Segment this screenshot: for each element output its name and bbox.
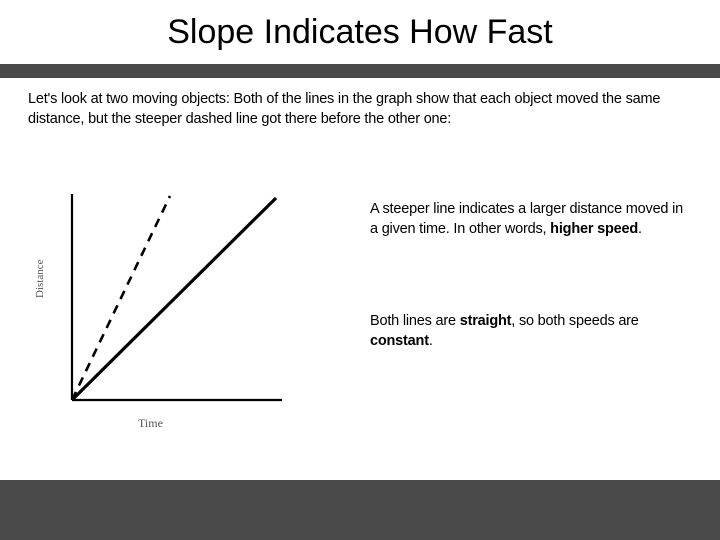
side-paragraph-2: Both lines are straight, so both speeds … — [370, 312, 688, 351]
intro-paragraph: Let's look at two moving objects: Both o… — [28, 90, 692, 129]
y-axis-label: Distance — [34, 260, 46, 298]
series-solid-line — [72, 198, 276, 400]
chart-svg — [60, 190, 290, 412]
series-dashed-line — [72, 196, 170, 400]
side2-part-e: . — [429, 333, 433, 349]
side2-part-b: straight — [460, 313, 512, 329]
side1-part-b: higher speed — [550, 221, 638, 237]
side2-part-a: Both lines are — [370, 313, 460, 329]
side2-part-c: , so both speeds are — [511, 313, 638, 329]
slide-title: Slope Indicates How Fast — [167, 13, 553, 52]
side-paragraph-1: A steeper line indicates a larger distan… — [370, 200, 688, 239]
side1-part-c: . — [638, 221, 642, 237]
slide: Slope Indicates How Fast Let's look at t… — [0, 0, 720, 540]
title-bar: Slope Indicates How Fast — [0, 0, 720, 64]
distance-time-chart: Distance Time — [42, 190, 302, 440]
side2-part-d: constant — [370, 333, 429, 349]
content-panel: Let's look at two moving objects: Both o… — [0, 78, 720, 480]
x-axis-label: Time — [138, 416, 163, 431]
